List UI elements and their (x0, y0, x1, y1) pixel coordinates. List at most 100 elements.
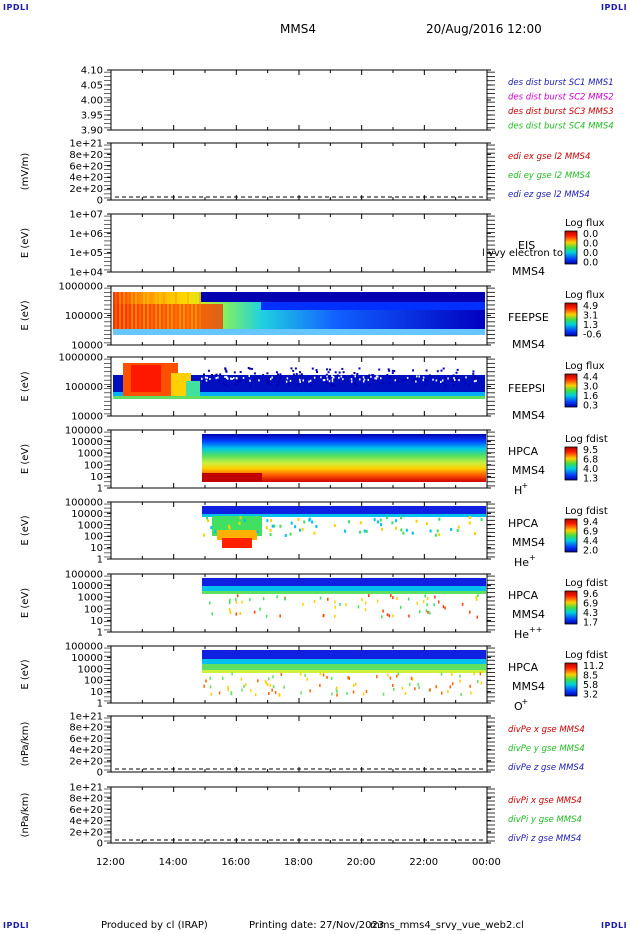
spacecraft-label: MMS4 (512, 608, 545, 621)
ytick-label: 4.05 (81, 81, 103, 92)
ytick-label: 8e+20 (69, 794, 103, 805)
colorbar-label: 4.9 (583, 301, 598, 312)
heatmap-band (202, 578, 486, 586)
legend-entry: edi ex gse l2 MMS4 (508, 152, 590, 162)
ytick-label: 1e+04 (69, 268, 103, 279)
panel-frame (110, 786, 488, 844)
legend-entry: divPi x gse MMS4 (508, 796, 582, 806)
species-label: O (514, 700, 523, 713)
ytick-label: 8e+20 (69, 150, 103, 161)
colorbar (564, 662, 578, 697)
ytick-label: 100000 (65, 498, 103, 509)
y-axis-label: (mV/m) (20, 153, 31, 191)
ytick-label: 100000 (65, 426, 103, 437)
colorbar (564, 373, 578, 408)
spacecraft-label: MMS4 (512, 680, 545, 693)
instrument-label: HPCA (508, 445, 539, 458)
species-charge: ++ (529, 625, 542, 634)
panel-frame (110, 142, 488, 201)
ytick-label: 10000 (71, 341, 103, 352)
x-tick-label: 22:00 (409, 857, 439, 868)
ytick-label: 6e+20 (69, 161, 103, 172)
ytick-label: 10 (90, 472, 103, 483)
ytick-label: 1000000 (58, 282, 103, 293)
colorbar (564, 518, 578, 553)
species-label: H (514, 484, 522, 497)
spacecraft-title: MMS4 (280, 22, 316, 36)
panel-feepsi: 1000000 100000 10000 E (eV) FEEPSI MMS4 Log fl… (20, 353, 605, 423)
ytick-label: 1000000 (58, 353, 103, 364)
y-axis-label: E (eV) (20, 588, 31, 618)
corner-label-tl: IPDLI (3, 3, 30, 12)
heatmap-band (202, 650, 486, 659)
colorbar-title: Log fdist (565, 434, 608, 445)
y-axis-label: E (eV) (20, 371, 31, 401)
species-charge: + (522, 481, 529, 490)
ytick-label: 6e+20 (69, 805, 103, 816)
ytick-label: 1e+06 (69, 229, 103, 240)
colorbar (564, 230, 578, 265)
legend-entry: des dist burst SC4 MMS4 (508, 122, 614, 132)
spacecraft-label: MMS4 (512, 338, 545, 351)
colorbar-label: 4.3 (583, 608, 598, 619)
spacecraft-label: MMS4 (512, 464, 545, 477)
y-axis-label: E (eV) (20, 444, 31, 474)
ytick-label: 100 (84, 604, 103, 615)
species-label: He (514, 628, 529, 641)
colorbar (564, 302, 578, 337)
colorbar-label: 6.9 (583, 599, 598, 610)
panel-eis: 1e+07 1e+06 1e+05 1e+04 E (eV) EIS MMS4 l vvy e… (20, 210, 605, 279)
x-tick-label: 12:00 (96, 857, 125, 868)
ytick-label: 10000 (71, 437, 103, 448)
panel-feepse: 1000000 100000 10000 E (eV) FEEPSE MMS4 Log fl… (20, 282, 605, 352)
ytick-label: 100000 (65, 311, 103, 322)
panel-frame (110, 213, 488, 273)
x-tick-label: 20:00 (346, 857, 376, 868)
legend-entry: edi ey gse l2 MMS4 (508, 171, 590, 181)
legend-entry: divPi z gse MMS4 (508, 834, 581, 844)
spacecraft-label: MMS4 (512, 409, 545, 422)
legend-entry: divPe x gse MMS4 (508, 725, 585, 735)
ytick-label: 1000 (78, 520, 103, 531)
colorbar (564, 590, 578, 625)
ytick-label: 100 (84, 460, 103, 471)
ytick-label: 4.00 (81, 96, 103, 107)
datetime-title: 20/Aug/2016 12:00 (426, 22, 542, 36)
ytick-label: 10 (90, 687, 103, 698)
colorbar-label: 4.0 (583, 464, 598, 475)
x-tick-label: 00:00 (472, 857, 501, 868)
ytick-label: 0 (97, 768, 103, 779)
colorbar-label: 3.0 (583, 382, 598, 393)
legend-entry: divPe y gse MMS4 (508, 744, 585, 754)
colorbar-title: Log fdist (565, 578, 608, 589)
instrument-label: EIS (518, 239, 535, 252)
ytick-label: 1e+21 (69, 139, 103, 150)
heatmap-band (202, 506, 486, 514)
ytick-label: 0 (97, 196, 103, 207)
ytick-label: 100000 (65, 570, 103, 581)
colorbar-title: Log fdist (565, 506, 608, 517)
ytick-label: 100000 (65, 642, 103, 653)
colorbar-label: 0.0 (583, 229, 598, 240)
colorbar (564, 446, 578, 481)
ytick-label: 1e+21 (69, 712, 103, 723)
y-axis-label: (nPa/km) (20, 793, 31, 838)
colorbar-label: 2.0 (583, 546, 598, 557)
colorbar-label: 11.2 (583, 661, 604, 672)
colorbar-label: 8.5 (583, 671, 598, 682)
ytick-label: 1e+05 (69, 248, 103, 259)
colorbar-label: 0.0 (583, 239, 598, 250)
ytick-label: 10000 (71, 581, 103, 592)
y-axis-label: (nPa/km) (20, 722, 31, 767)
colorbar-label: 9.4 (583, 517, 598, 528)
colorbar-label: 3.1 (583, 311, 598, 322)
ytick-label: 10 (90, 543, 103, 554)
spacecraft-label: MMS4 (512, 265, 545, 278)
colorbar-label: 0.0 (583, 248, 598, 259)
ytick-label: 1 (97, 699, 103, 710)
